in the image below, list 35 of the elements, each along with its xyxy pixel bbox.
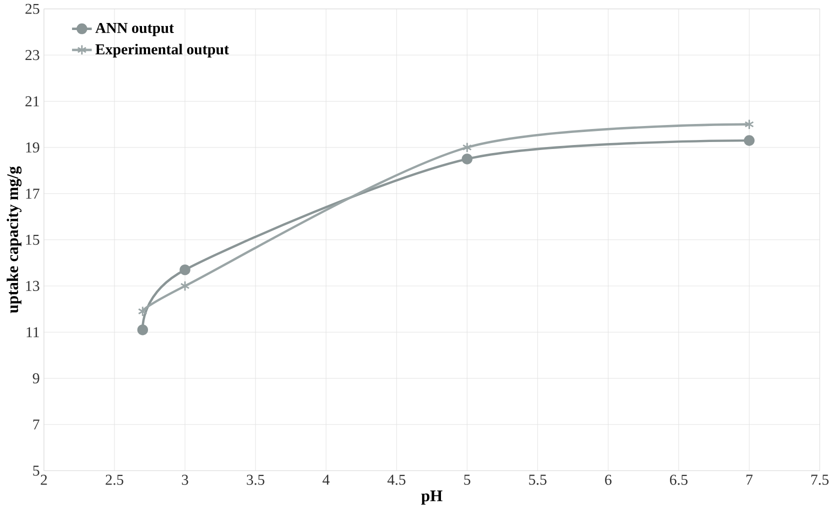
y-tick-label: 15 — [26, 234, 40, 245]
x-tick-label: 3.5 — [246, 474, 264, 485]
point — [462, 153, 472, 164]
point — [138, 306, 148, 317]
legend-label: ANN output — [95, 22, 174, 36]
point — [744, 134, 755, 146]
point — [462, 142, 472, 153]
x-tick-label: 4 — [322, 474, 330, 484]
y-tick-label: 21 — [25, 96, 39, 106]
x-tick-label: 4.5 — [387, 474, 406, 485]
point — [137, 324, 148, 336]
point — [180, 264, 190, 275]
point — [180, 280, 190, 292]
x-tick-label: 5.5 — [529, 474, 546, 485]
x-tick-label: 2.5 — [106, 474, 124, 485]
y-tick-label: 23 — [25, 50, 40, 60]
x-tick-label: 5 — [464, 474, 470, 485]
point — [744, 118, 754, 130]
y-tick-label: 5 — [33, 466, 40, 476]
x-tick-label: 7.5 — [811, 474, 829, 485]
y-tick-label: 17 — [26, 188, 40, 198]
x-tick-label: 3 — [182, 474, 188, 485]
x-tick-label: 6.5 — [670, 474, 688, 485]
legend-label: Experimental output — [95, 44, 229, 58]
x-tick-label: 7 — [746, 474, 753, 484]
y-tick-label: 7 — [33, 419, 40, 430]
y-tick-label: 25 — [25, 4, 40, 14]
y-axis-title: uptake capacity mg/g — [6, 166, 22, 313]
x-axis-title: pH — [421, 490, 442, 504]
y-tick-label: 13 — [26, 280, 40, 291]
x-tick-label: 6 — [605, 474, 612, 485]
y-tick-label: 9 — [32, 373, 40, 384]
y-tick-label: 11 — [26, 327, 39, 337]
y-tick-label: 19 — [26, 142, 40, 152]
x-tick-label: 2 — [40, 474, 47, 485]
